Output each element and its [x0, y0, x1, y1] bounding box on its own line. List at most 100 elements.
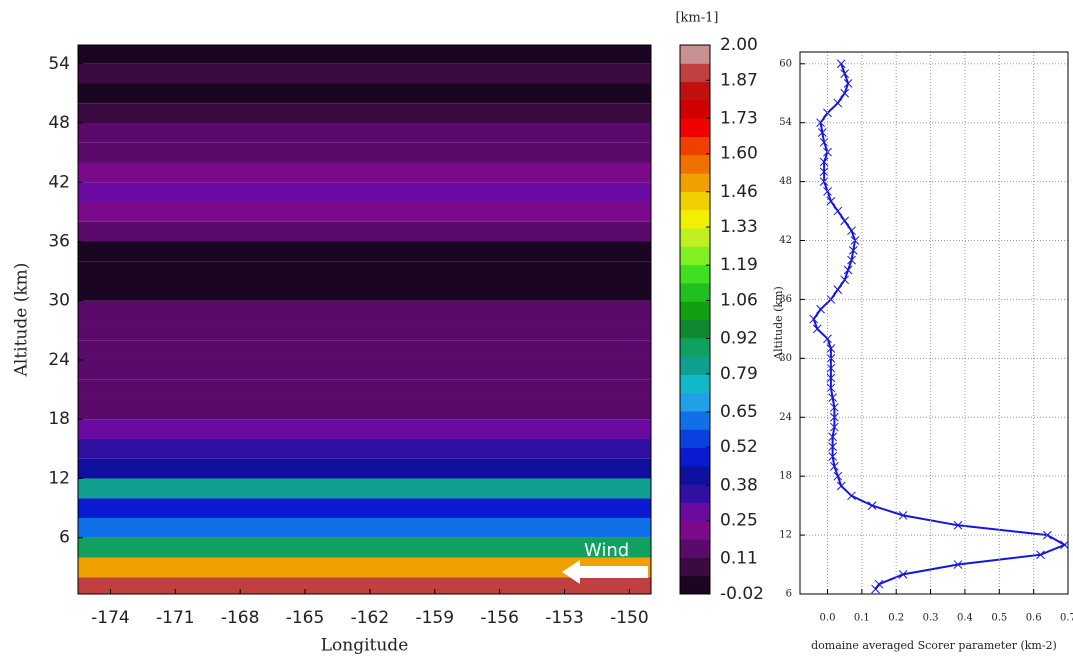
- contour-band: [78, 478, 651, 499]
- contour-band: [78, 241, 651, 262]
- colorbar-swatch: [680, 209, 710, 229]
- marker: [833, 471, 843, 481]
- marker: [833, 285, 843, 294]
- y-tick-label: 42: [779, 235, 792, 246]
- contour-band: [78, 320, 651, 341]
- colorbar-swatch: [680, 356, 710, 375]
- contour-band: [78, 577, 651, 594]
- colorbar-label: 2.00: [720, 35, 758, 55]
- y-tick-label: 6: [59, 528, 70, 548]
- colorbar-swatch: [680, 392, 710, 412]
- x-tick-label: -168: [221, 608, 260, 628]
- marker: [826, 383, 836, 393]
- marker: [843, 79, 853, 88]
- contour-band: [78, 280, 651, 301]
- y-axis-label: Altitude (km): [772, 286, 785, 361]
- marker: [826, 373, 836, 383]
- x-tick-label: -171: [156, 608, 195, 628]
- marker: [809, 314, 819, 324]
- x-tick-label: 0.1: [854, 613, 870, 624]
- marker: [847, 491, 856, 501]
- colorbar-label: 1.87: [720, 70, 758, 90]
- contour-band: [78, 399, 651, 420]
- colorbar-label: 1.33: [720, 217, 758, 237]
- marker: [898, 511, 908, 520]
- marker: [953, 520, 963, 530]
- y-tick-label: 36: [48, 231, 70, 251]
- marker: [874, 579, 884, 589]
- colorbar-swatch: [680, 228, 710, 247]
- colorbar-swatch: [680, 154, 710, 174]
- colorbar-label: 0.65: [720, 402, 758, 422]
- colorbar-swatch: [680, 81, 710, 101]
- colorbar-swatch: [680, 520, 710, 540]
- contour-band: [78, 201, 651, 222]
- x-tick-label: -153: [545, 608, 584, 628]
- contour-band: [78, 557, 651, 578]
- marker: [898, 570, 908, 579]
- colorbar-swatch: [680, 429, 710, 449]
- colorbar-label: 1.19: [720, 255, 758, 275]
- marker: [819, 137, 829, 147]
- marker: [1060, 540, 1068, 550]
- colorbar-label: 1.06: [720, 290, 758, 310]
- marker: [816, 304, 825, 314]
- contour-band: [78, 300, 651, 321]
- marker: [816, 118, 825, 128]
- x-tick-label: 0.2: [888, 613, 904, 624]
- y-tick-label: 6: [786, 589, 792, 600]
- marker: [833, 206, 843, 216]
- marker: [840, 88, 850, 98]
- marker: [812, 324, 822, 334]
- marker: [830, 403, 839, 412]
- contour-band: [78, 261, 651, 281]
- contour-band: [78, 45, 651, 64]
- colorbar-swatch: [680, 447, 710, 467]
- contour-band: [78, 458, 651, 479]
- marker: [828, 442, 837, 452]
- colorbar-swatch: [680, 539, 710, 558]
- x-tick-label: -156: [480, 608, 519, 628]
- colorbar-swatch: [680, 63, 710, 83]
- x-tick-label: 0.7: [1060, 613, 1073, 624]
- colorbar-swatch: [680, 411, 710, 430]
- colorbar-frame: [679, 44, 711, 595]
- colorbar-swatch: [680, 374, 710, 394]
- marker: [833, 98, 843, 108]
- contour-band: [78, 83, 651, 104]
- y-axis-label: Altitude (km): [12, 263, 32, 378]
- annotation: Wind: [584, 540, 629, 561]
- x-axis-label: domaine averaged Scorer parameter (km-2): [811, 639, 1057, 652]
- wind-arrow: [562, 560, 648, 584]
- marker: [836, 59, 846, 69]
- colorbar-swatch: [680, 282, 710, 302]
- y-tick-label: 54: [48, 54, 70, 74]
- contour-band: [78, 419, 651, 439]
- contour-band: [78, 63, 651, 84]
- contour-band: [78, 182, 651, 202]
- y-tick-label: 30: [779, 353, 792, 364]
- colorbar-label: 1.46: [720, 182, 758, 202]
- marker: [823, 334, 832, 344]
- marker: [819, 157, 829, 167]
- marker: [830, 412, 839, 422]
- marker: [843, 265, 853, 275]
- x-tick-label: -150: [610, 608, 649, 628]
- y-tick-label: 12: [48, 468, 70, 488]
- y-tick-label: 48: [48, 113, 70, 133]
- colorbar-label: 0.11: [720, 549, 758, 569]
- plot-frame: [799, 51, 1069, 595]
- y-tick-label: 42: [48, 172, 70, 192]
- colorbar-swatch: [680, 319, 710, 339]
- contour-band: [78, 123, 651, 143]
- marker: [836, 481, 846, 491]
- y-tick-label: 60: [779, 58, 792, 69]
- colorbar-swatch: [680, 301, 710, 320]
- x-tick-label: 0.6: [1026, 613, 1042, 624]
- contour-band: [78, 221, 651, 242]
- marker: [840, 216, 850, 226]
- x-tick-label: -162: [351, 608, 390, 628]
- y-tick-label: 24: [48, 350, 70, 370]
- y-tick-label: 24: [779, 412, 792, 423]
- x-tick-label: 0.3: [923, 613, 939, 624]
